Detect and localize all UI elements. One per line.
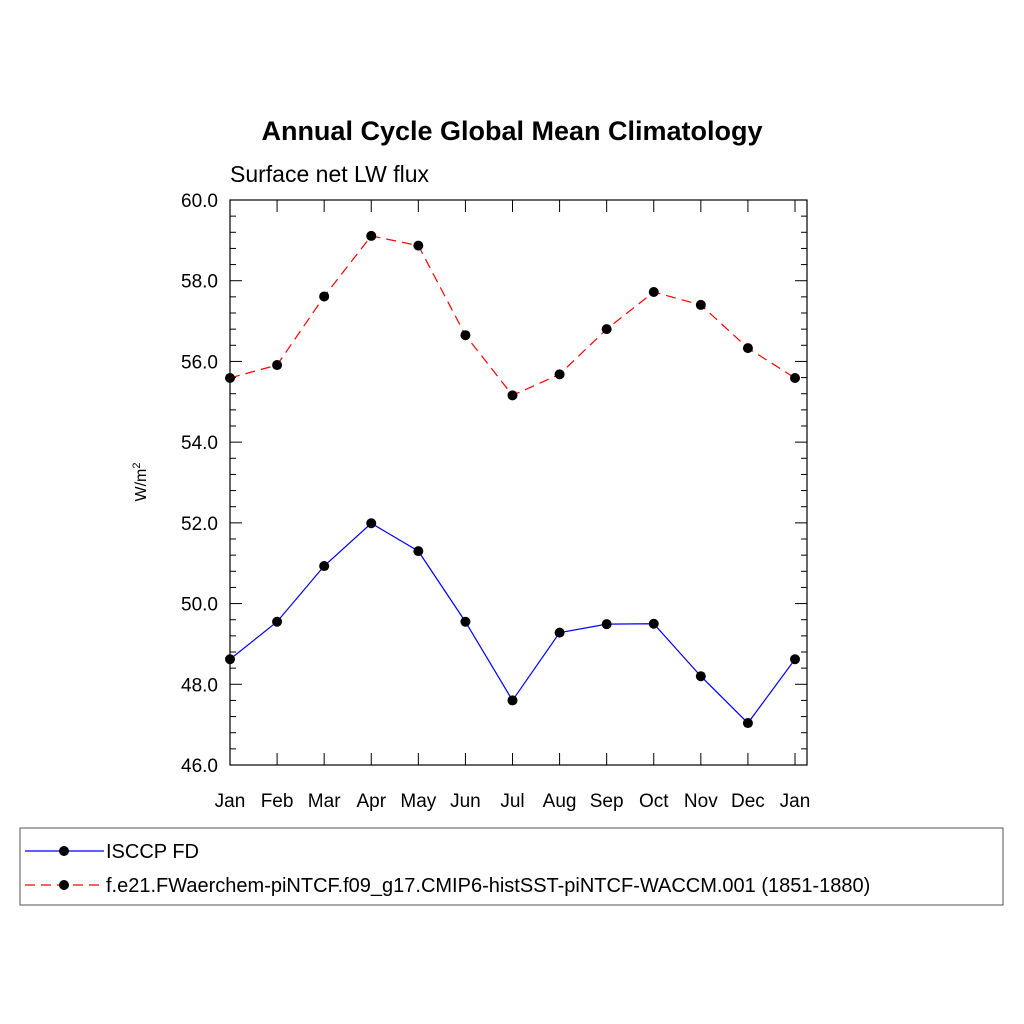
series-0-point [413,546,424,557]
y-tick-label: 52.0 [181,514,218,535]
legend-label-1: f.e21.FWaerchem-piNTCF.f09_g17.CMIP6-his… [106,875,870,897]
series-0-point [272,616,283,627]
legend: ISCCP FD f.e21.FWaerchem-piNTCF.f09_g17.C… [19,827,1004,906]
y-axis-label: W/m [133,469,150,502]
x-tick-label: Dec [731,791,765,812]
series-1-point [601,324,612,335]
series-0-point [648,618,659,629]
series-0-point [319,561,330,572]
series-1-point [648,287,659,298]
legend-marker-0 [59,846,69,856]
y-tick-label: 50.0 [181,595,218,616]
plot-area: 46.0 48.0 50.0 52.0 54.0 56.0 58.0 60.0 Jan Feb Ma… [181,191,810,812]
y-tick-label: 54.0 [181,433,218,454]
series-1-point [554,369,565,380]
series-1-point [225,372,235,383]
series-0-point [790,654,800,665]
x-tick-label: Apr [356,791,386,812]
series-0-point [460,616,471,627]
series-1-point [366,230,377,241]
legend-box [19,827,1004,906]
series-1-point [460,330,471,341]
y-tick-label: 48.0 [181,675,218,696]
series-0-point [695,671,706,682]
y-tick-label: 56.0 [181,352,218,373]
series-0-point [742,718,753,729]
x-tick-label: Feb [261,791,294,812]
x-tick-label: Jan [780,791,811,812]
x-tick-label: Jul [500,791,524,812]
series-1-point [319,291,330,302]
y-tick-label: 58.0 [181,272,218,293]
series-1-point [790,372,800,383]
x-tick-label: Sep [590,791,624,812]
series-0-point [366,518,377,529]
series-0-point [554,627,565,638]
x-tick-label: Oct [639,791,669,812]
series-1-point [272,360,283,371]
series-0-point [225,654,235,665]
svg-text:W/m2: W/m2 [131,463,150,502]
legend-marker-1 [59,880,69,890]
y-tick-label: 60.0 [181,191,218,212]
series-1-point [413,240,424,251]
x-tick-label: Aug [543,791,577,812]
x-tick-label: Jun [450,791,481,812]
x-tick-label: Jan [215,791,246,812]
series-1-point [507,390,518,401]
y-axis-label-superscript: 2 [131,463,143,469]
plot-frame [229,199,808,766]
x-tick-label: Nov [684,791,718,812]
chart-subtitle: Surface net LW flux [230,161,429,187]
x-tick-label: May [400,791,436,812]
x-tick-label: Mar [308,791,341,812]
series-0-point [507,695,518,706]
legend-label-0: ISCCP FD [106,841,199,863]
series-line-0 [229,522,796,724]
y-axis-title: W/m2 [131,463,150,502]
y-tick-label: 46.0 [181,756,218,777]
series-0-point [601,619,612,630]
series-line-1 [229,235,796,397]
chart-title: Annual Cycle Global Mean Climatology [261,116,762,146]
series-1-point [695,299,706,310]
series-1-point [742,343,753,354]
